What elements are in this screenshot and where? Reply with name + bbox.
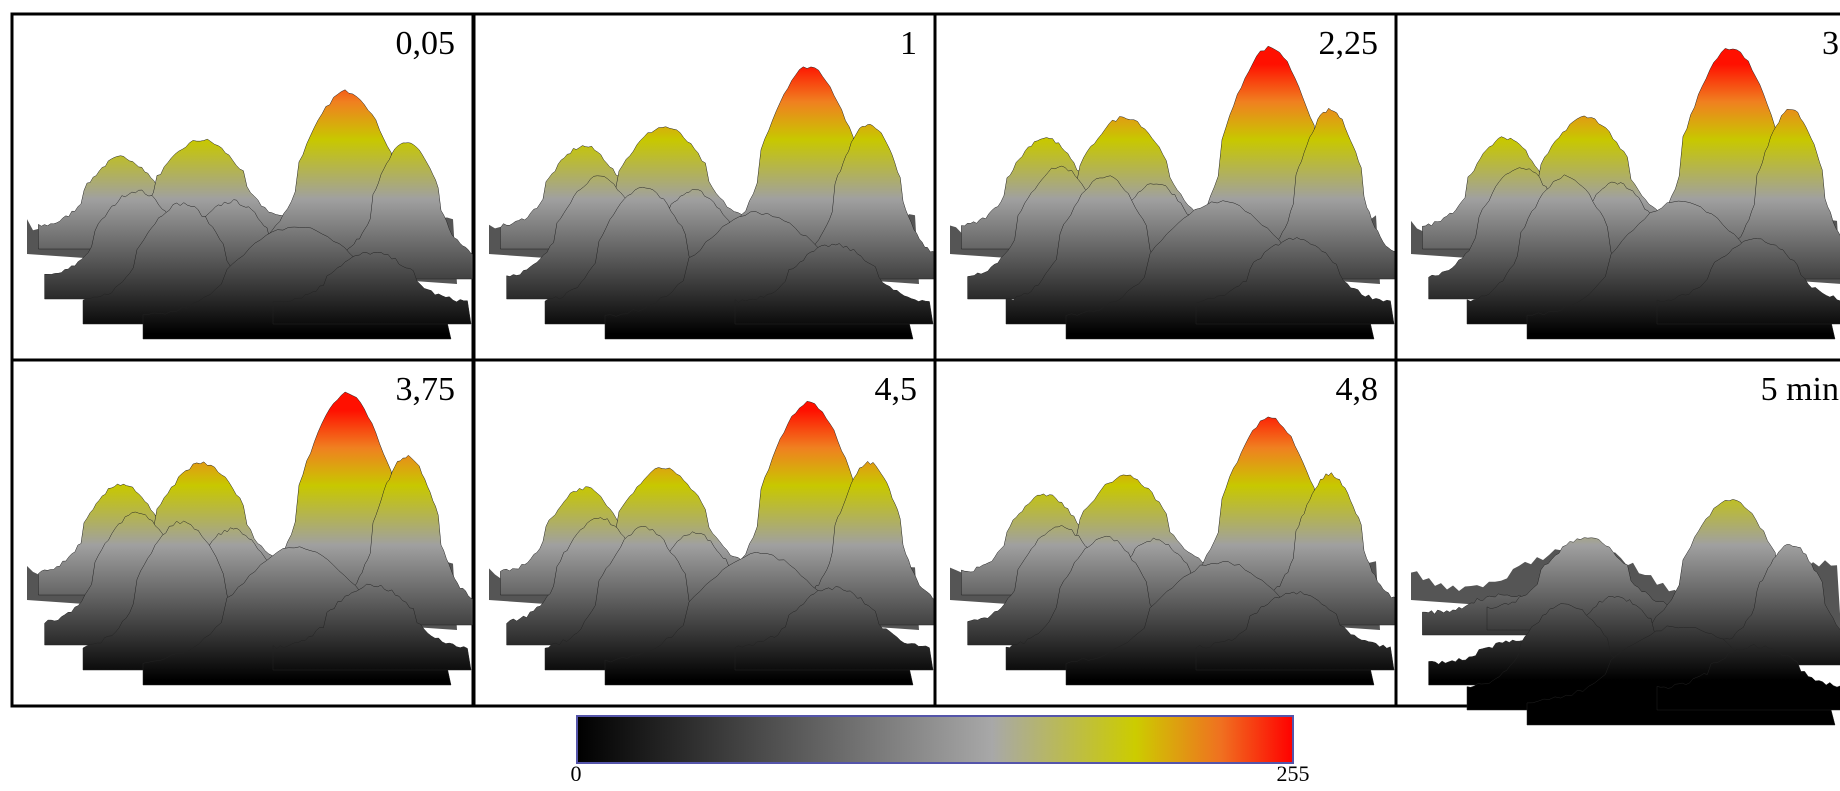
surface-peak	[1195, 237, 1395, 325]
panels: 0,05 1 2,25 3 3,75 4,5 4,8 5 min	[10, 12, 1840, 726]
panel: 4,8	[933, 358, 1406, 708]
panel-label: 5 min	[1761, 371, 1839, 408]
panel-label: 3	[1822, 25, 1839, 62]
surface-peak	[1656, 644, 1840, 711]
panel-label: 3,75	[396, 371, 456, 408]
colorbar-min: 0	[571, 761, 582, 786]
surface-peak	[1195, 590, 1395, 671]
panel: 5 min	[1394, 358, 1840, 726]
panel: 1	[472, 12, 945, 362]
surface-peak	[331, 454, 483, 626]
colorbar	[576, 715, 1294, 764]
surface-peak	[734, 243, 934, 325]
surface-peak	[734, 586, 934, 671]
panel: 3	[1394, 12, 1840, 362]
panel: 2,25	[933, 12, 1406, 362]
colorbar-max: 255	[1277, 761, 1310, 786]
panel: 0,05	[10, 12, 483, 362]
panel-label: 4,8	[1336, 371, 1379, 408]
panel-label: 4,5	[875, 371, 918, 408]
surface-peak	[1715, 544, 1840, 666]
panel: 3,75	[10, 358, 483, 708]
panel-label: 1	[900, 25, 917, 62]
surface-peak	[1254, 472, 1406, 626]
panel-label: 2,25	[1319, 25, 1379, 62]
panel-label: 0,05	[396, 25, 456, 62]
surface-peak	[272, 252, 472, 325]
surface-peak	[1656, 238, 1840, 325]
surface-peak	[793, 460, 945, 626]
panel: 4,5	[472, 358, 945, 708]
surface-peak	[1715, 109, 1840, 280]
surface-peak	[272, 583, 472, 671]
surface-peak	[793, 124, 945, 280]
surface-peak	[331, 142, 483, 280]
